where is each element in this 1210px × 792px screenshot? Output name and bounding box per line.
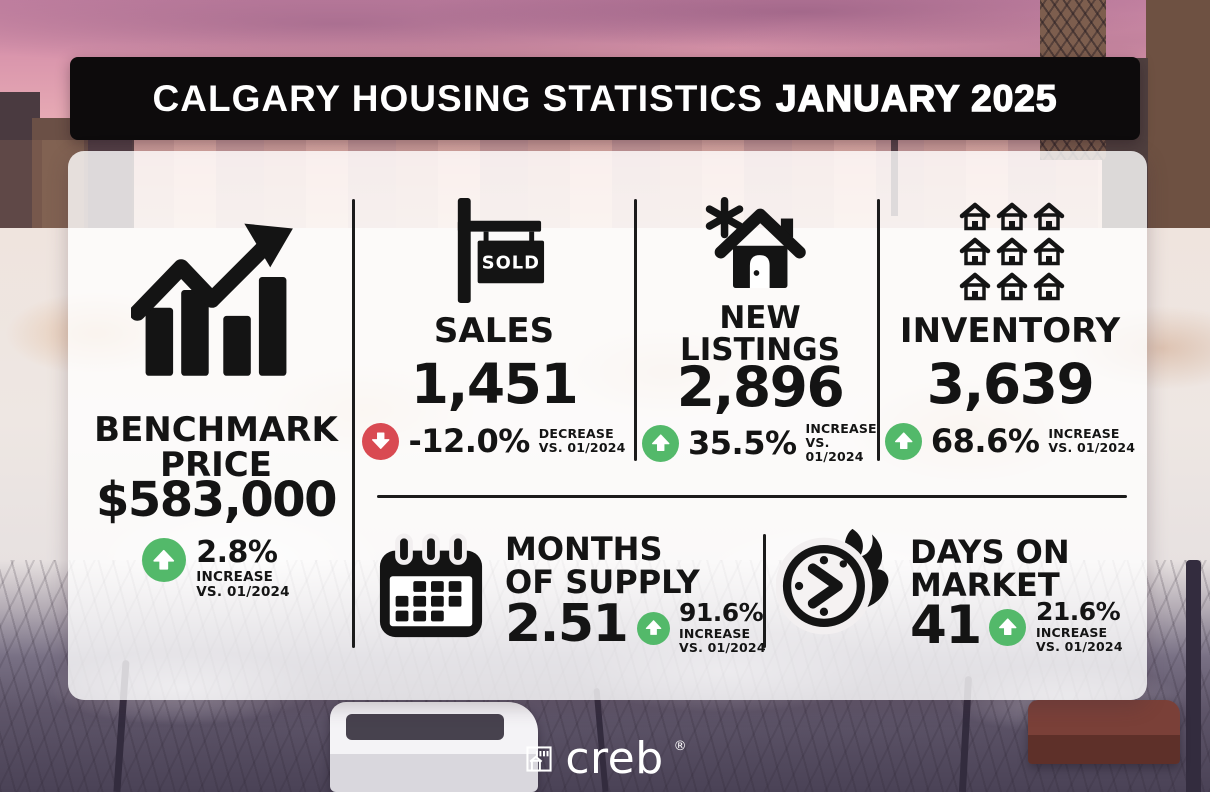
days-change-desc2: VS. 01/2024 — [1036, 639, 1123, 654]
divider-vertical — [763, 534, 766, 648]
banner-period: JANUARY 2025 — [775, 77, 1058, 119]
months-change-desc2: VS. 01/2024 — [679, 640, 766, 655]
new-listings-label: NEW LISTINGS — [642, 300, 878, 368]
benchmark-change-desc2: VS. 01/2024 — [196, 584, 290, 601]
creb-logo-icon — [526, 746, 552, 772]
inventory-change: 68.6% INCREASE VS. 01/2024 — [884, 422, 1136, 460]
new-listings-value: 2,896 — [676, 355, 845, 419]
sales-change: -12.0% DECREASE VS. 01/2024 — [356, 422, 632, 460]
months-change-pct: 91.6% — [679, 598, 764, 627]
new-listings-change-desc2: VS. 01/2024 — [805, 435, 864, 464]
increase-badge — [642, 424, 679, 462]
benchmark-label-line2: PRICE — [160, 444, 272, 485]
up-arrow-icon — [998, 618, 1017, 636]
benchmark-price-value: $583,000 — [95, 472, 338, 528]
sales-change-desc2: VS. 01/2024 — [538, 440, 626, 455]
house-icon — [1033, 272, 1065, 301]
divider-vertical — [877, 199, 880, 461]
new-house-icon — [705, 196, 806, 289]
new-listings-label-line2: LISTINGS — [679, 331, 840, 368]
increase-badge — [989, 608, 1026, 646]
benchmark-price-change: 2.8% INCREASE VS. 01/2024 — [80, 538, 352, 600]
benchmark-change-desc1: INCREASE — [196, 569, 274, 585]
days-on-market-change: 21.6% INCREASE VS. 01/2024 — [989, 597, 1123, 654]
sales-change-pct: -12.0% — [408, 422, 530, 460]
months-of-supply-value: 2.51 — [505, 594, 629, 654]
house-icon — [1033, 202, 1065, 231]
new-listings-change: 35.5% INCREASE VS. 01/2024 — [642, 422, 878, 464]
sold-sign-icon: SOLD — [457, 197, 545, 304]
months-of-supply-change: 91.6% INCREASE VS. 01/2024 — [637, 598, 766, 655]
tree-trunk — [1186, 560, 1201, 792]
creb-logo: creb ® — [0, 737, 1210, 781]
days-on-market-value: 41 — [910, 595, 982, 656]
house-icon — [959, 202, 991, 231]
house-icon — [996, 272, 1028, 301]
days-label-line2: MARKET — [910, 565, 1060, 604]
sales-label: SALES — [433, 311, 555, 351]
inventory-value: 3,639 — [926, 352, 1095, 416]
divider-vertical — [352, 199, 355, 648]
days-change-desc1: INCREASE — [1036, 625, 1108, 640]
white-van — [330, 702, 538, 792]
up-arrow-icon — [645, 620, 662, 636]
months-label-line1: MONTHS — [505, 530, 663, 568]
creb-wordmark: creb — [565, 733, 664, 784]
house-icon — [996, 202, 1028, 231]
new-listings-label-line1: NEW — [719, 300, 801, 336]
bar-chart-up-icon — [131, 223, 293, 376]
divider-vertical — [634, 199, 637, 461]
new-listings-change-pct: 35.5% — [688, 424, 797, 462]
months-of-supply-label: MONTHS OF SUPPLY — [505, 533, 700, 598]
banner-title: CALGARY HOUSING STATISTICS — [152, 77, 764, 119]
inventory-label: INVENTORY — [899, 311, 1121, 351]
benchmark-price-label: BENCHMARK PRICE — [80, 413, 352, 482]
up-arrow-icon — [894, 432, 913, 450]
stats-panel — [68, 151, 1147, 700]
days-label-line1: DAYS ON — [910, 533, 1070, 571]
down-arrow-icon — [372, 432, 390, 450]
sold-sign-text: SOLD — [482, 252, 540, 273]
house-icon — [959, 237, 991, 266]
new-listings-change-desc1: INCREASE — [805, 421, 877, 436]
divider-horizontal — [377, 495, 1127, 498]
inventory-change-desc2: VS. 01/2024 — [1048, 440, 1136, 455]
increase-badge — [142, 538, 187, 582]
calendar-icon — [379, 533, 483, 638]
months-change-desc1: INCREASE — [679, 626, 751, 641]
house-icon — [1033, 237, 1065, 266]
benchmark-label-line1: BENCHMARK — [94, 410, 338, 450]
title-banner: CALGARY HOUSING STATISTICS JANUARY 2025 — [70, 57, 1140, 140]
decrease-badge — [362, 422, 400, 460]
inventory-change-desc1: INCREASE — [1048, 426, 1120, 441]
up-arrow-icon — [651, 434, 670, 452]
benchmark-change-pct: 2.8% — [196, 535, 278, 570]
clock-fire-icon — [776, 528, 889, 635]
up-arrow-icon — [153, 550, 175, 570]
months-label-line2: OF SUPPLY — [505, 562, 700, 601]
houses-grid-icon — [959, 202, 1065, 302]
red-truck — [1028, 700, 1180, 764]
house-icon — [996, 237, 1028, 266]
sales-value: 1,451 — [410, 352, 579, 416]
days-on-market-label: DAYS ON MARKET — [910, 536, 1070, 601]
registered-mark: ® — [673, 739, 687, 754]
days-change-pct: 21.6% — [1036, 597, 1121, 626]
increase-badge — [637, 611, 670, 645]
sales-change-desc1: DECREASE — [538, 426, 614, 441]
skyline-right-building — [1146, 0, 1210, 238]
house-icon — [959, 272, 991, 301]
increase-badge — [884, 422, 922, 460]
inventory-change-pct: 68.6% — [930, 422, 1040, 460]
